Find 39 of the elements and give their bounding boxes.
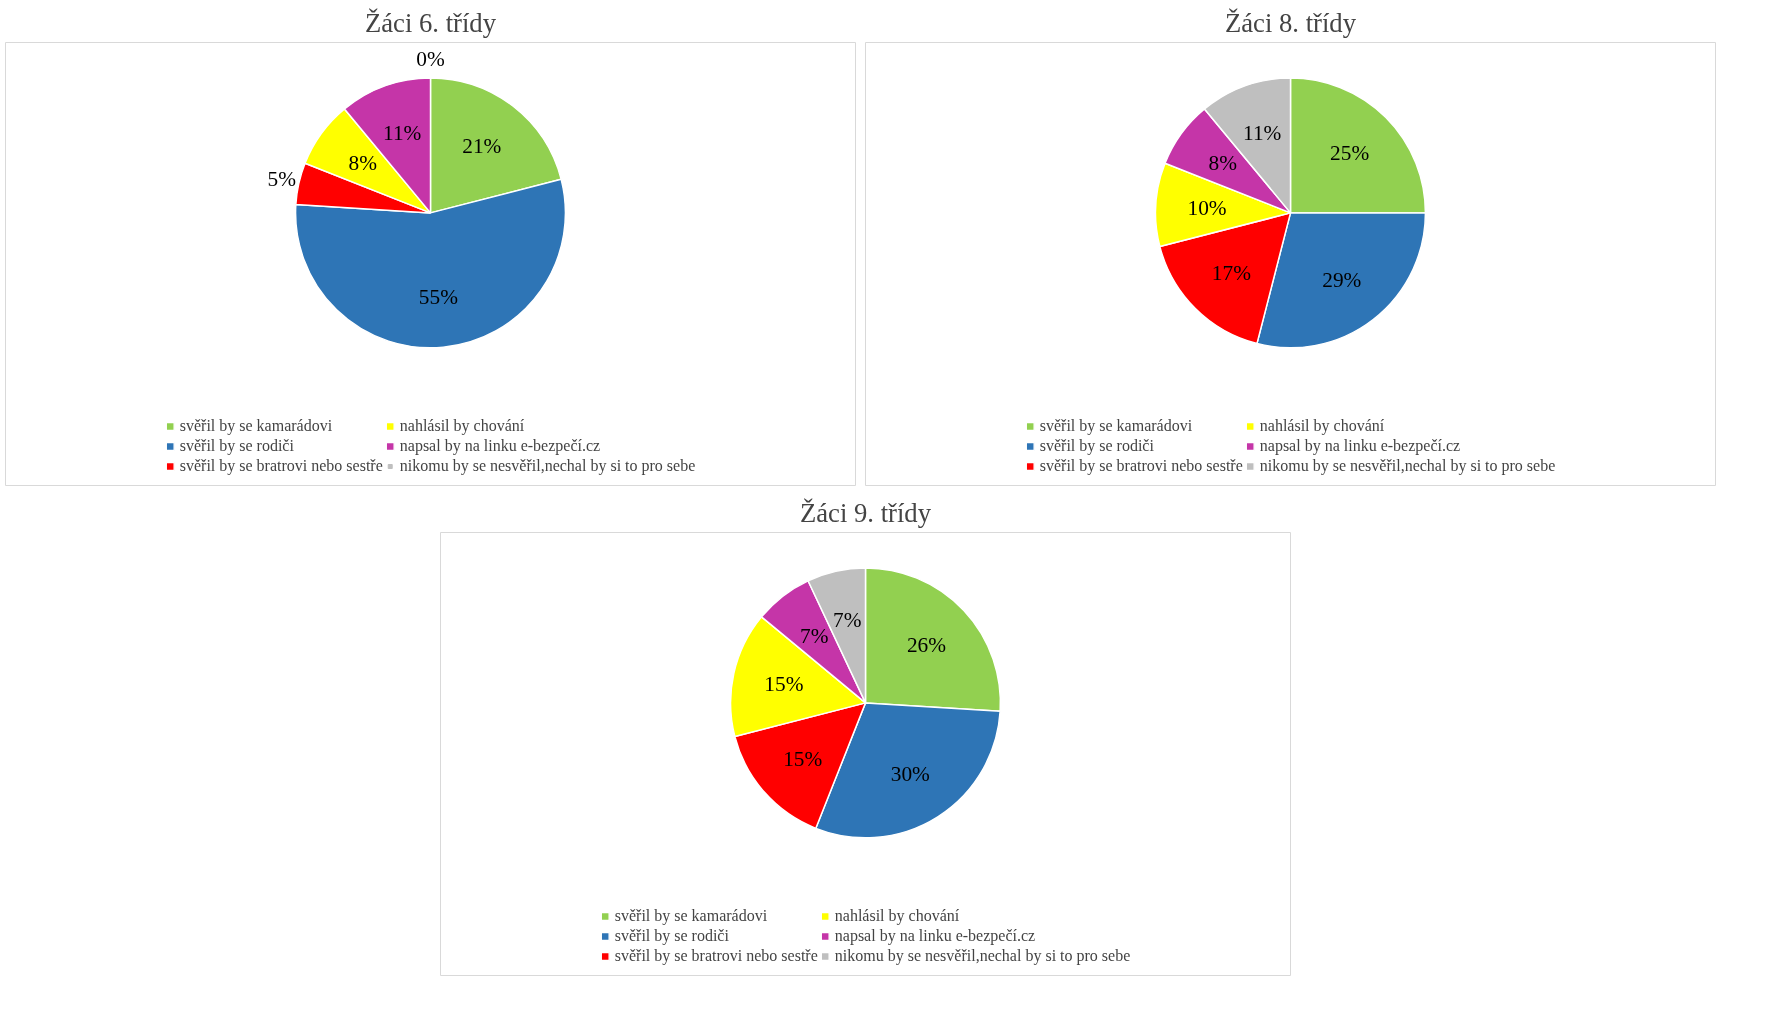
chart-title: Žáci 8. třídy bbox=[1224, 7, 1357, 38]
data-label: 30% bbox=[890, 762, 931, 787]
legend-label: svěřil by se bratrovi nebo sestře bbox=[1039, 457, 1243, 475]
data-label: 15% bbox=[764, 672, 804, 697]
data-label: 26% bbox=[906, 633, 947, 658]
legend-label: svěřil by se bratrovi nebo sestře bbox=[614, 947, 818, 965]
legend-label: nikomu by se nesvěřil,nechal by si to pro sebe bbox=[834, 947, 1131, 965]
data-label: 8% bbox=[348, 151, 378, 176]
legend-label: nahlásil by chování bbox=[1259, 417, 1385, 435]
legend-label: svěřil by se rodiči bbox=[179, 437, 294, 455]
legend-label: svěřil by se kamarádovi bbox=[179, 417, 333, 435]
legend-label: svěřil by se rodiči bbox=[614, 927, 729, 945]
legend-label: nahlásil by chování bbox=[399, 417, 525, 435]
chart-title: Žáci 9. třídy bbox=[799, 497, 932, 528]
data-label: 17% bbox=[1211, 260, 1252, 285]
legend-label: svěřil by se bratrovi nebo sestře bbox=[179, 457, 383, 475]
legend-label: napsal by na linku e-bezpečí.cz bbox=[399, 437, 601, 455]
chart-title: Žáci 6. třídy bbox=[364, 7, 497, 38]
data-label: 15% bbox=[783, 746, 823, 771]
data-label: 11% bbox=[1243, 121, 1282, 146]
legend-label: svěřil by se rodiči bbox=[1039, 437, 1154, 455]
data-label: 29% bbox=[1322, 267, 1362, 292]
text: 0% bbox=[416, 46, 445, 71]
legend-label: svěřil by se kamarádovi bbox=[614, 907, 768, 925]
data-label: 21% bbox=[462, 134, 502, 159]
legend-label: napsal by na linku e-bezpečí.cz bbox=[834, 927, 1036, 945]
data-label: 5% bbox=[267, 167, 297, 192]
data-label: 8% bbox=[1208, 151, 1238, 176]
data-label: 25% bbox=[1330, 141, 1370, 166]
data-label: 10% bbox=[1187, 195, 1227, 220]
data-label: 7% bbox=[800, 624, 829, 649]
legend-label: nikomu by se nesvěřil,nechal by si to pro sebe bbox=[1259, 457, 1556, 475]
data-label: 11% bbox=[383, 121, 422, 146]
legend-label: nikomu by se nesvěřil,nechal by si to pro sebe bbox=[399, 457, 696, 475]
legend-label: svěřil by se kamarádovi bbox=[1039, 417, 1193, 435]
data-label: 7% bbox=[833, 608, 862, 633]
legend-label: nahlásil by chování bbox=[834, 907, 960, 925]
legend-label: napsal by na linku e-bezpečí.cz bbox=[1259, 437, 1461, 455]
data-label: 55% bbox=[418, 285, 459, 310]
